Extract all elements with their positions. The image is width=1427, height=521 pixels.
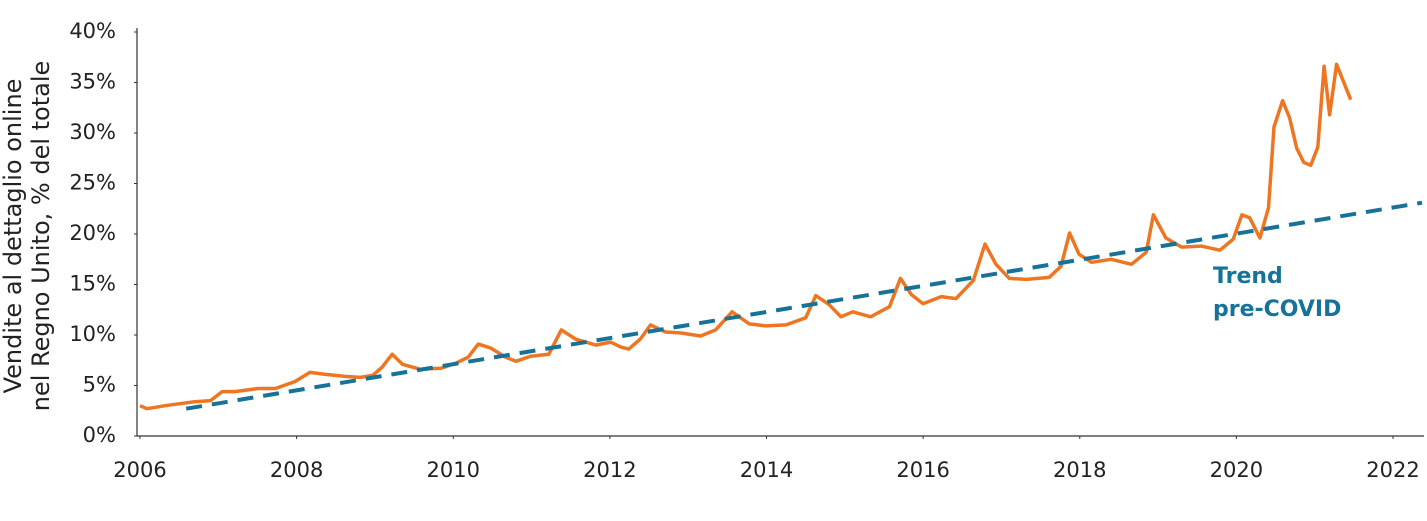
y-tick-label: 0% — [83, 423, 116, 447]
x-tick-label: 2014 — [740, 458, 793, 482]
y-tick-label: 5% — [83, 373, 116, 397]
trend-line — [185, 200, 1423, 411]
x-tick-label: 2022 — [1366, 458, 1419, 482]
y-tick-label: 25% — [69, 171, 116, 195]
y-axis-title-line: Vendite al dettaglio online — [0, 79, 27, 394]
x-tick-label: 2018 — [1053, 458, 1106, 482]
x-tick-label: 2016 — [896, 458, 949, 482]
y-tick-label: 40% — [69, 19, 116, 43]
y-tick-label: 15% — [69, 272, 116, 296]
x-tick-label: 2010 — [427, 458, 480, 482]
y-tick-label: 30% — [69, 120, 116, 144]
y-axis-title-line: nel Regno Unito, % del totale — [27, 61, 55, 412]
y-tick-label: 35% — [69, 70, 116, 94]
annotation: pre-COVID — [1213, 297, 1341, 322]
x-tick-label: 2020 — [1210, 458, 1263, 482]
y-axis-title: Vendite al dettaglio online nel Regno Un… — [0, 61, 55, 412]
x-tick-label: 2006 — [113, 458, 166, 482]
annotation: Trend — [1213, 264, 1283, 289]
x-tick-label: 2008 — [270, 458, 323, 482]
x-tick-label: 2012 — [583, 458, 636, 482]
y-tick-label: 10% — [69, 322, 116, 346]
data-line — [139, 62, 1353, 411]
y-tick-label: 20% — [69, 221, 116, 245]
